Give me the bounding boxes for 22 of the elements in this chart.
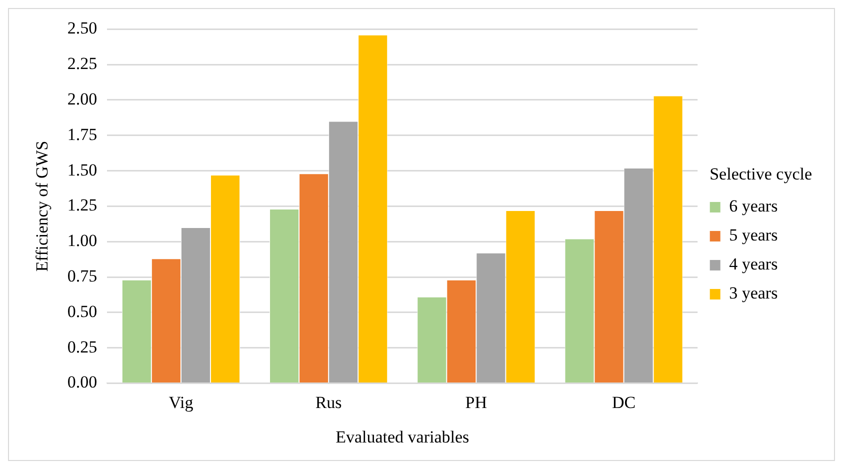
y-tick-label: 1.25: [67, 196, 98, 215]
legend-label: 6 years: [729, 196, 778, 216]
y-tick-label: 0.75: [67, 266, 98, 286]
y-tick-label: 0.25: [67, 337, 98, 356]
x-tick-label: Vig: [168, 392, 194, 412]
y-tick-label: 2.50: [67, 18, 98, 38]
legend-title: Selective cycle: [710, 164, 812, 184]
legend-label: 3 years: [729, 284, 778, 303]
x-tick-label: DC: [612, 392, 636, 412]
legend-label: 5 years: [729, 226, 778, 245]
y-tick-label: 0.50: [67, 302, 98, 321]
x-tick-label: Rus: [315, 392, 342, 412]
y-tick-label: 1.00: [67, 231, 98, 250]
y-tick-label: 1.75: [67, 124, 98, 144]
y-tick-label: 0.00: [67, 372, 98, 392]
y-tick-label: 2.00: [67, 89, 98, 108]
y-tick-label: 2.25: [67, 54, 98, 74]
x-tick-label: PH: [465, 392, 488, 412]
y-axis-title: Efficiency of GWS: [32, 140, 52, 272]
y-tick-label: 1.50: [67, 160, 98, 180]
x-axis-title: Evaluated variables: [336, 427, 470, 446]
legend-label: 4 years: [729, 254, 778, 274]
